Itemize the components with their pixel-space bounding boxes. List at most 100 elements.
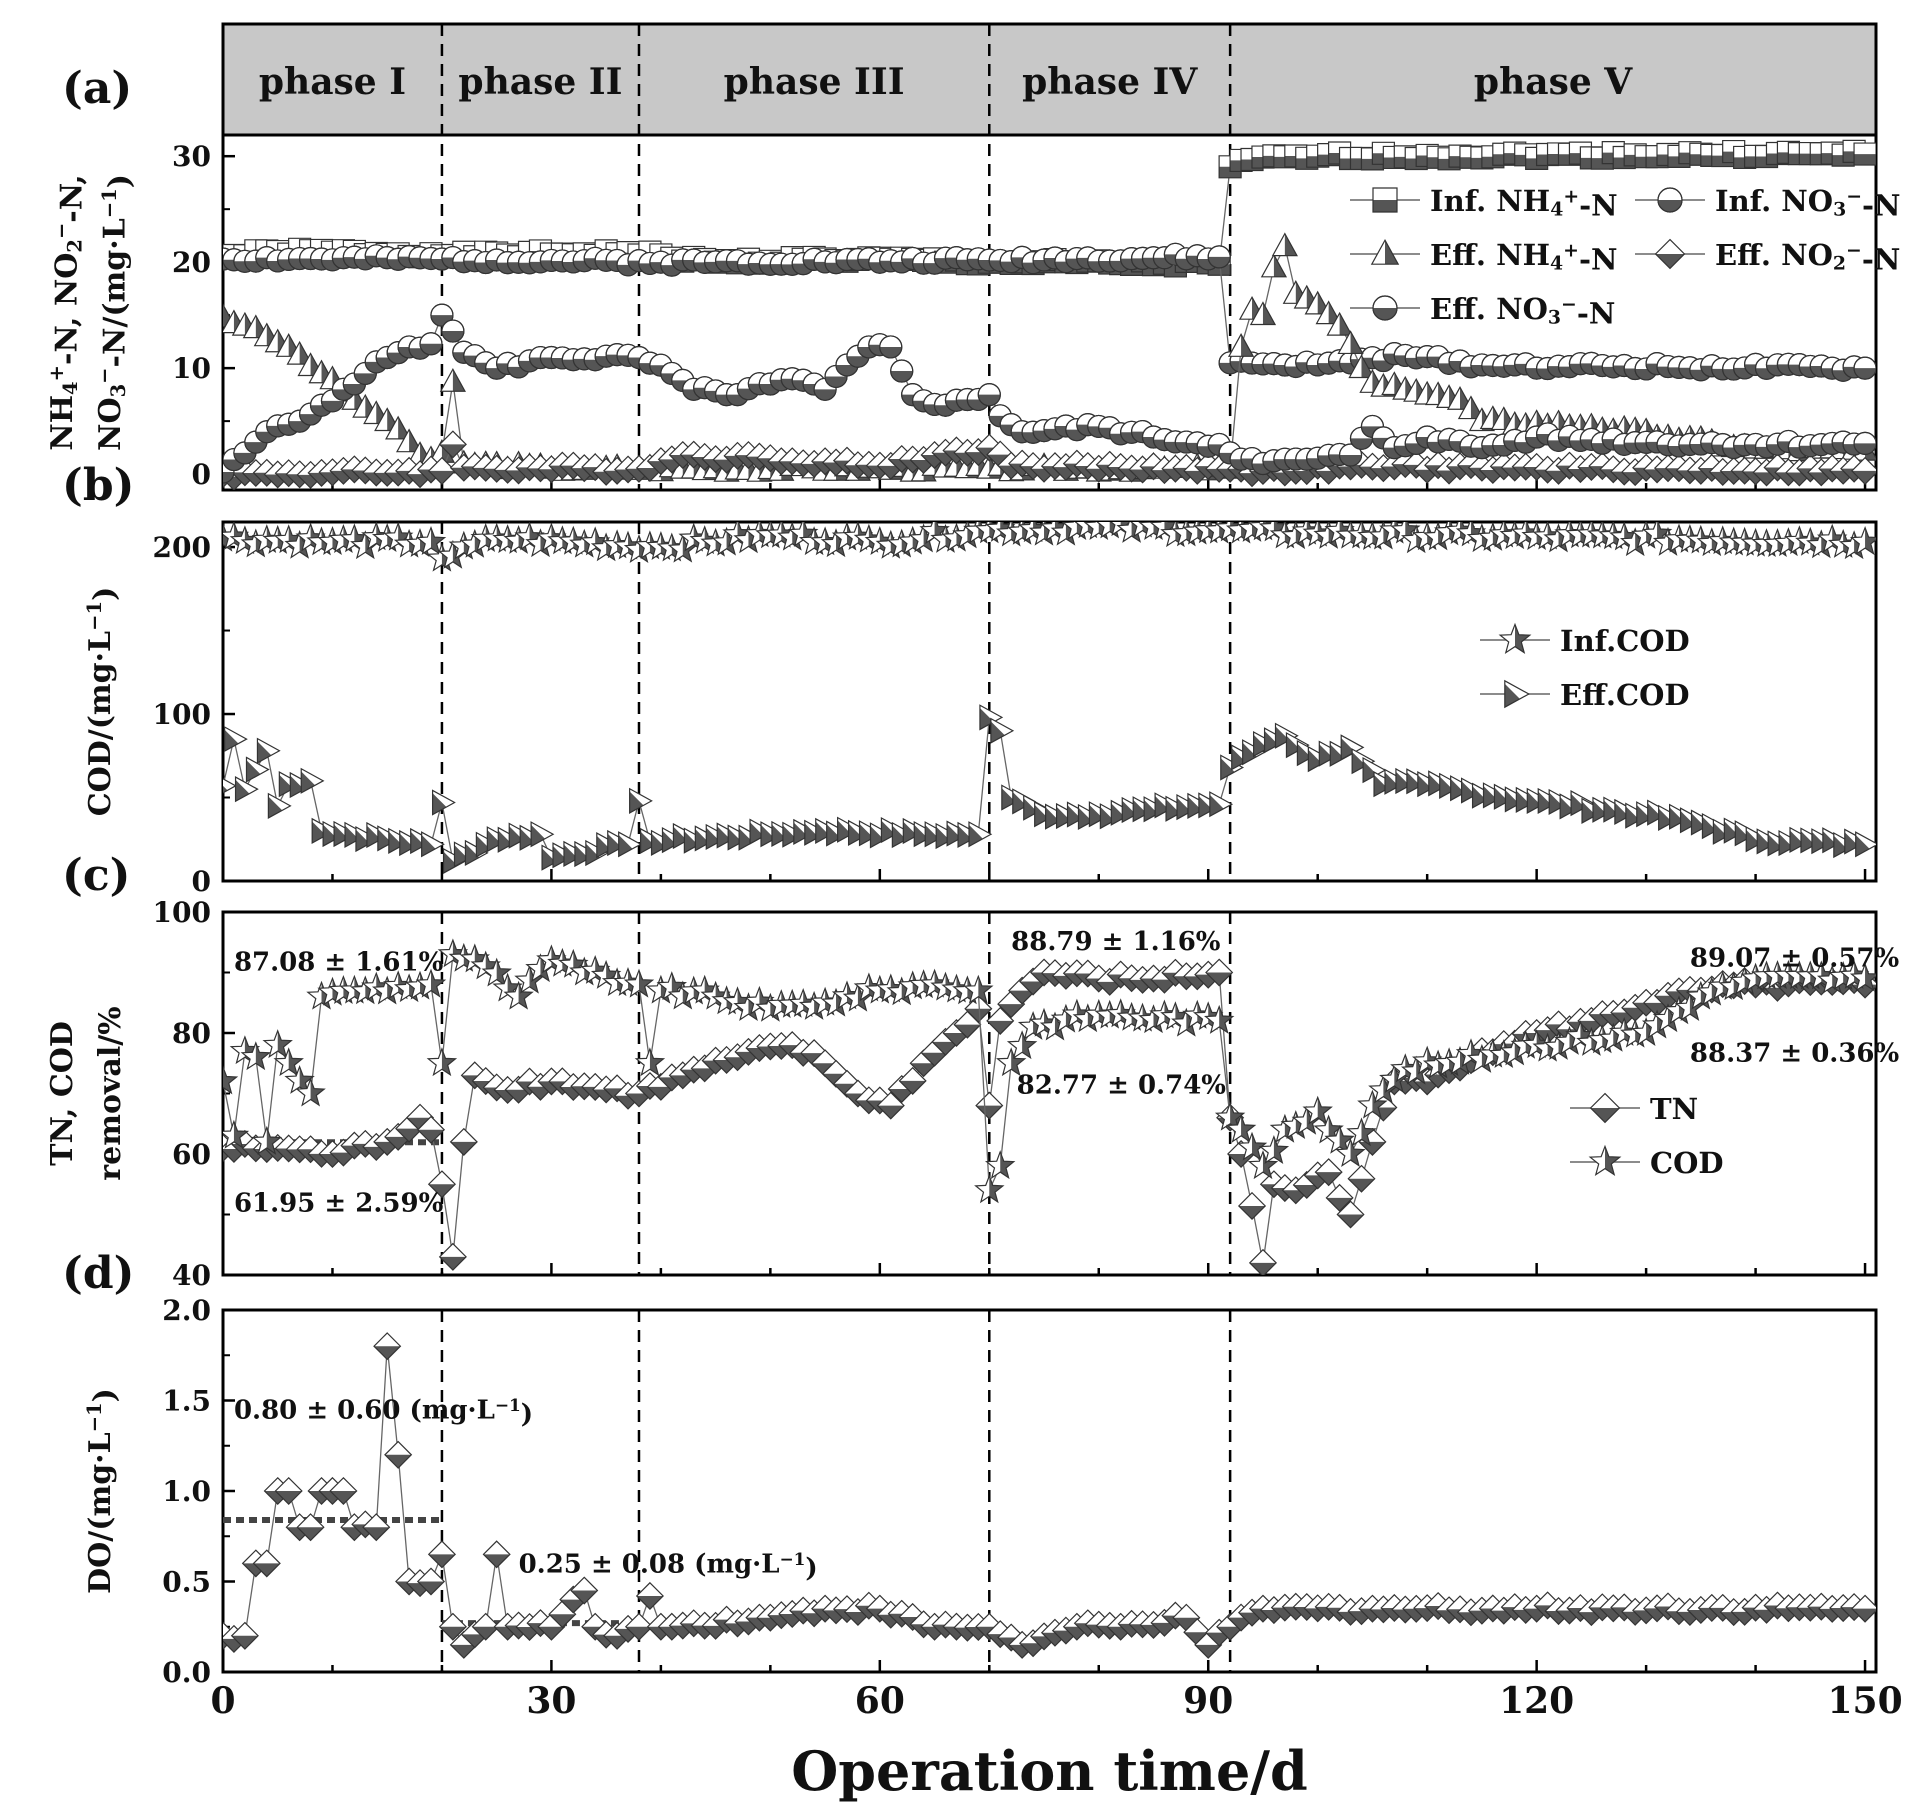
data-point (977, 383, 1001, 407)
panel-label: (b) (62, 460, 134, 511)
panel-c: 40 60 80 100 (c) TN, COD removal/% TN COD 87.08 ±… (45, 850, 1900, 1292)
data-point (618, 831, 642, 858)
data-point (1853, 356, 1876, 380)
x-axis-label: Operation time/d (791, 1739, 1308, 1803)
y-tick-label: 200 (153, 531, 211, 564)
annotation: 0.25 ± 0.08 (mg·L−1) (519, 1549, 818, 1584)
panel-b: 0 100 200 (b) COD/(mg·L−1) Inf.COD Eff.COD (62, 460, 1878, 898)
data-point (1237, 1191, 1267, 1220)
data-point (635, 1581, 664, 1611)
data-point (1249, 301, 1277, 326)
y-tick-label: 100 (153, 896, 211, 929)
y-axis-label: removal/% (93, 1006, 128, 1180)
data-point (1238, 295, 1266, 320)
x-tick-label: 90 (1183, 1680, 1233, 1722)
annotation: 89.07 ± 0.57% (1690, 943, 1900, 973)
data-point (890, 359, 914, 383)
data-point (725, 383, 750, 407)
annotation: 88.37 ± 0.36% (1690, 1038, 1900, 1068)
phase-label: phase II (458, 61, 622, 103)
data-point (1207, 245, 1231, 269)
y-tick-label: 0.0 (162, 1656, 211, 1689)
data-point (629, 787, 653, 814)
panel-d: 0.0 0.5 1.0 1.5 2.0 (d) DO/(mg·L−1) 0.80 ± 0.60… (62, 1248, 1878, 1689)
legend-label: Inf.COD (1560, 624, 1690, 658)
data-point (223, 1065, 239, 1095)
y-axis-label: COD/(mg·L−1) (83, 587, 123, 817)
annotation: 61.95 ± 2.59% (234, 1188, 444, 1218)
data-point (384, 1440, 413, 1469)
data-point (267, 792, 292, 819)
x-axis: 0 30 60 90 120 150 Operation time/d (210, 1680, 1902, 1803)
y-tick-label: 40 (172, 1259, 211, 1292)
legend-label: Inf. NO3−-N (1715, 184, 1901, 223)
y-tick-label: 0 (192, 458, 211, 491)
legend-marker (1372, 295, 1398, 321)
data-point (482, 1540, 511, 1569)
y-axis-label: NH4+-N, NO2−-N, (45, 174, 89, 450)
phase-band: phase I phase II phase III phase IV phase V (221, 22, 1878, 137)
data-point (419, 332, 443, 356)
data-point (1338, 443, 1363, 467)
y-tick-label: 20 (172, 246, 211, 279)
data-point (439, 368, 467, 392)
x-tick-label: 150 (1827, 1680, 1902, 1722)
panel-frame (221, 520, 1878, 883)
data-point (1853, 142, 1876, 166)
annotation: 0.80 ± 0.60 (mg·L−1) (234, 1395, 533, 1430)
x-tick-label: 120 (1499, 1680, 1574, 1722)
y-tick-label: 1.0 (162, 1475, 211, 1508)
data-point (933, 393, 958, 417)
data-point (1853, 431, 1876, 455)
y-tick-label: 80 (172, 1017, 211, 1050)
phase-band-background (221, 22, 1878, 137)
y-tick-label: 0.5 (162, 1566, 211, 1599)
data-point (373, 1332, 402, 1361)
panel-label: (c) (62, 850, 130, 901)
data-point (223, 773, 237, 798)
y-tick-label: 30 (172, 140, 211, 173)
data-point (449, 1127, 478, 1156)
legend-marker (1654, 238, 1686, 270)
legend-label: TN (1650, 1092, 1698, 1126)
data-point (1855, 831, 1876, 858)
annotation: 82.77 ± 0.74% (1017, 1070, 1227, 1100)
y-axis-label: DO/(mg·L−1) (83, 1388, 123, 1594)
phase-label: phase IV (1022, 61, 1198, 103)
phase-label: phase III (724, 61, 905, 103)
data-point (1209, 791, 1234, 818)
series-line (223, 715, 1866, 863)
panel-label: (d) (62, 1248, 134, 1299)
y-tick-label: 100 (153, 698, 211, 731)
panel-label: (a) (62, 63, 132, 114)
series-group (223, 139, 1876, 490)
legend-label: Eff. NO3−-N (1430, 292, 1615, 331)
legend-label: Eff. NO2−-N (1715, 238, 1900, 277)
legend-label: COD (1650, 1146, 1724, 1180)
legend-label: Eff. NH4+-N (1430, 238, 1618, 277)
data-point (990, 717, 1015, 744)
phase-label: phase V (1474, 61, 1633, 103)
y-tick-label: 2.0 (162, 1294, 211, 1327)
x-tick-label: 30 (526, 1680, 576, 1722)
panels: 0 10 20 30 (a) NH4+-N, NO2−-N,NO3−-N/(mg·L−1)… (45, 24, 1901, 1689)
data-point (1849, 526, 1876, 555)
panel-a: 0 10 20 30 (a) NH4+-N, NO2−-N,NO3−-N/(mg·L−1)… (45, 24, 1901, 492)
data-point (1248, 1248, 1278, 1275)
y-tick-label: 60 (172, 1138, 211, 1171)
annotation: 87.08 ± 1.61% (234, 948, 444, 978)
legend-label: Inf. NH4+-N (1430, 184, 1618, 223)
y-tick-label: 10 (172, 352, 211, 385)
y-tick-label: 0 (192, 865, 211, 898)
data-point (426, 1047, 458, 1077)
y-tick-label: 1.5 (162, 1385, 211, 1418)
legend-marker (1589, 1092, 1621, 1124)
annotation: 88.79 ± 1.16% (1011, 927, 1221, 957)
data-point (223, 725, 248, 753)
y-axis-label: NO3−-N/(mg·L−1) (93, 174, 137, 451)
phase-label: phase I (259, 61, 406, 103)
series-group (223, 1332, 1876, 1659)
legend-marker (1657, 187, 1683, 213)
legend-marker (1372, 187, 1398, 213)
